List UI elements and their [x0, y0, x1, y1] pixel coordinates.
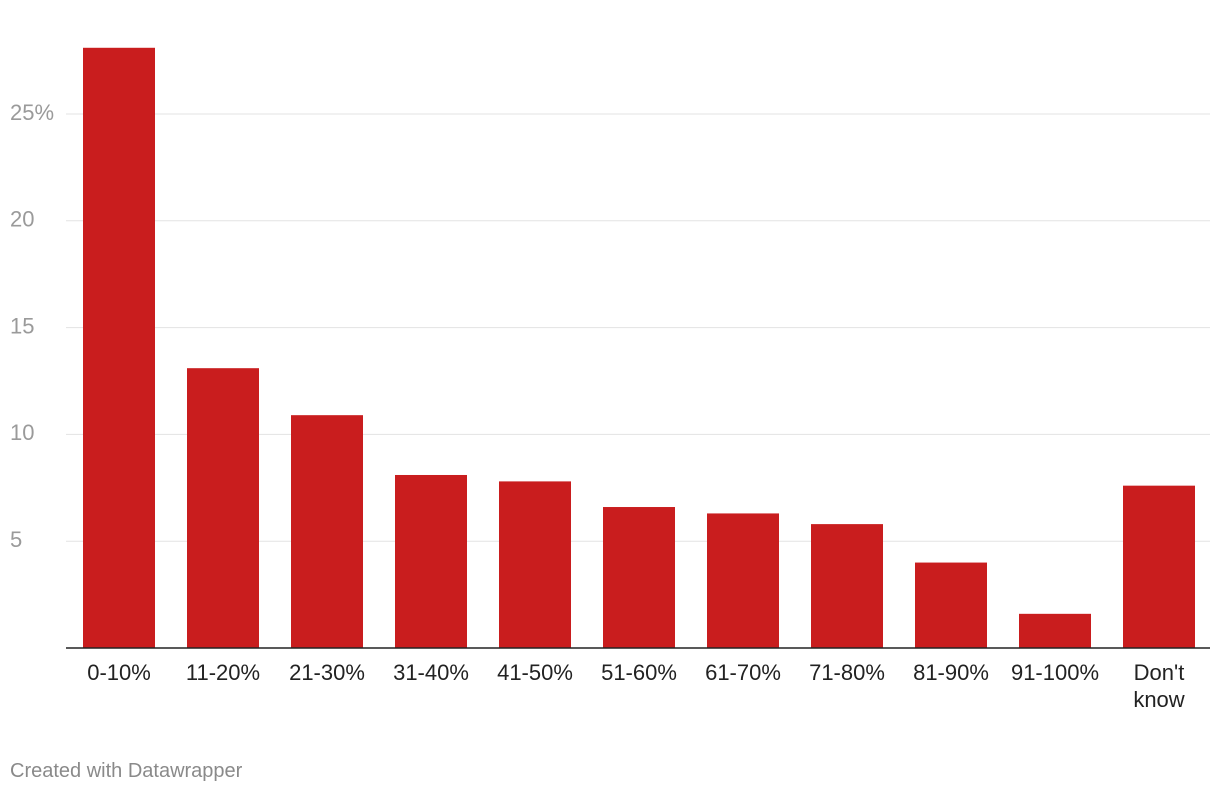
- x-category-label: 31-40%: [393, 660, 469, 685]
- y-tick-label: 10: [10, 420, 34, 445]
- y-tick-label: 20: [10, 207, 34, 232]
- x-category-label: 71-80%: [809, 660, 885, 685]
- bar[interactable]: [1123, 485, 1195, 648]
- bar[interactable]: [395, 474, 467, 648]
- x-axis-labels: 0-10% 11-20% 21-30% 31-40% 41-50% 51-60% 61-70…: [87, 660, 1185, 712]
- bars: [83, 47, 1195, 649]
- x-category-label: 41-50%: [497, 660, 573, 685]
- y-axis-ticks: 5 10 15 20 25%: [10, 100, 54, 552]
- y-tick-label: 5: [10, 527, 22, 552]
- datawrapper-credit[interactable]: Created with Datawrapper: [10, 760, 243, 782]
- bar[interactable]: [291, 415, 363, 648]
- x-category-label: 91-100%: [1011, 660, 1099, 685]
- x-category-label: 81-90%: [913, 660, 989, 685]
- x-category-label: 51-60%: [601, 660, 677, 685]
- bar[interactable]: [811, 524, 883, 648]
- x-category-label: 11-20%: [186, 660, 260, 685]
- x-category-label: 61-70%: [705, 660, 781, 685]
- bar[interactable]: [707, 513, 779, 648]
- bar[interactable]: [499, 481, 571, 648]
- x-category-label: 0-10%: [87, 660, 151, 685]
- bar[interactable]: [1019, 613, 1091, 648]
- bar[interactable]: [915, 562, 987, 648]
- bar[interactable]: [187, 368, 259, 648]
- x-category-label: Don't know: [1133, 660, 1184, 712]
- y-tick-label: 15: [10, 313, 34, 338]
- y-tick-label: 25%: [10, 100, 54, 125]
- bar[interactable]: [603, 507, 675, 648]
- x-category-label: 21-30%: [289, 660, 365, 685]
- bar[interactable]: [83, 47, 155, 649]
